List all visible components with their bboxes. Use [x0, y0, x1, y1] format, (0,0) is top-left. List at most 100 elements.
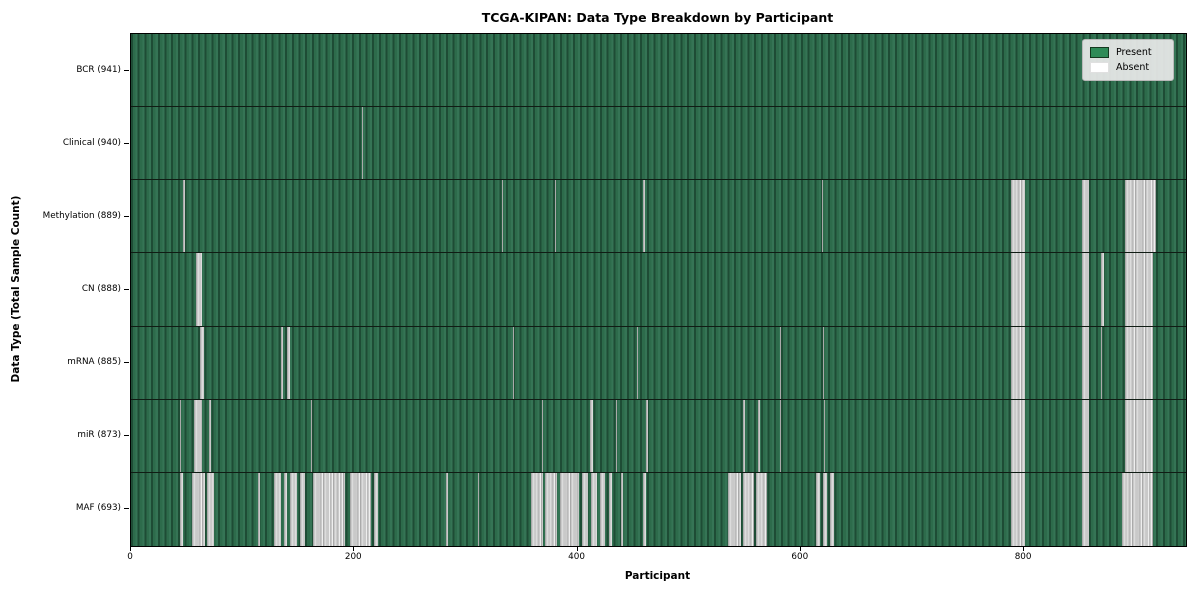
absent-stripe [1010, 399, 1026, 472]
absent-stripe [829, 472, 835, 546]
absent-stripe [728, 472, 741, 546]
y-tick-label-cn: CN (888) [81, 284, 121, 294]
absent-stripe [1082, 399, 1089, 472]
absent-stripe [823, 326, 825, 399]
absent-stripe [1082, 253, 1089, 326]
absent-stripe [183, 180, 185, 253]
absent-stripe [512, 326, 514, 399]
absent-stripe [742, 472, 754, 546]
absent-stripe [180, 472, 184, 546]
heatmap-row-cn [131, 253, 1186, 327]
absent-stripe [312, 472, 346, 546]
x-tick-mark [130, 546, 131, 551]
present-swatch-icon [1090, 47, 1109, 58]
heatmap-row-maf [131, 472, 1186, 546]
legend: Present Absent [1082, 39, 1174, 81]
x-tick-mark [799, 546, 801, 551]
absent-stripe [180, 399, 182, 472]
absent-stripe [1122, 472, 1153, 546]
legend-label-absent: Absent [1116, 62, 1150, 73]
absent-stripe [209, 399, 212, 472]
chart-title: TCGA-KIPAN: Data Type Breakdown by Parti… [481, 10, 834, 25]
y-tick-mark [124, 435, 129, 437]
absent-stripe [742, 399, 745, 472]
absent-stripe [283, 472, 288, 546]
absent-stripe [200, 326, 204, 399]
absent-stripe [590, 472, 597, 546]
absent-stripe [758, 399, 760, 472]
heatmap-row-mir [131, 399, 1186, 473]
y-tick-mark [124, 215, 129, 217]
absent-stripe [636, 326, 638, 399]
y-tick-label-methylation: Methylation (889) [42, 210, 121, 221]
absent-stripe [1010, 253, 1026, 326]
absent-stripe [645, 399, 648, 472]
y-tick-label-mrna: mRNA (885) [67, 357, 121, 368]
absent-stripe [349, 472, 372, 546]
y-tick-label-mir: miR (873) [77, 430, 121, 441]
absent-stripe [1101, 253, 1105, 326]
absent-stripe [589, 399, 594, 472]
absent-stripe [362, 107, 364, 180]
absent-stripe [299, 472, 306, 546]
absent-stripe [1082, 180, 1089, 253]
absent-stripe [756, 472, 768, 546]
x-tick-label-0: 0 [127, 552, 133, 562]
absent-stripe [258, 472, 261, 546]
absent-stripe [445, 472, 449, 546]
legend-item-present: Present [1090, 45, 1166, 60]
absent-stripe [643, 472, 646, 546]
plot-area [130, 33, 1187, 547]
absent-stripe [1124, 253, 1153, 326]
absent-stripe [195, 253, 203, 326]
absent-stripe [823, 472, 827, 546]
y-tick-mark [124, 362, 129, 364]
heatmap-row-clinical [131, 107, 1186, 181]
absent-stripe [287, 326, 290, 399]
y-tick-mark [124, 508, 129, 510]
x-tick-label-200: 200 [344, 552, 362, 562]
absent-stripe [779, 326, 781, 399]
legend-label-present: Present [1116, 47, 1152, 58]
absent-stripe [822, 180, 824, 253]
absent-stripe [559, 472, 579, 546]
heatmap-row-methylation [131, 180, 1186, 254]
heatmap-row-bcr [131, 34, 1186, 108]
absent-stripe [289, 472, 298, 546]
absent-stripe [1082, 472, 1089, 546]
y-tick-label-maf: MAF (693) [75, 503, 121, 514]
absent-stripe [816, 472, 820, 546]
absent-stripe [1124, 399, 1153, 472]
absent-stripe [1101, 326, 1103, 399]
absent-stripe [501, 180, 503, 253]
absent-stripe [1124, 180, 1156, 253]
x-axis-title: Participant [624, 570, 691, 582]
absent-stripe [643, 180, 645, 253]
y-tick-mark [124, 69, 129, 71]
absent-stripe [206, 472, 214, 546]
absent-swatch-icon [1090, 62, 1109, 73]
x-tick-mark [576, 546, 578, 551]
absent-stripe [582, 472, 588, 546]
absent-stripe [280, 326, 283, 399]
heatmap-row-mrna [131, 326, 1186, 400]
absent-stripe [1124, 326, 1153, 399]
absent-stripe [621, 472, 624, 546]
y-tick-label-clinical: Clinical (940) [62, 137, 121, 148]
absent-stripe [779, 399, 781, 472]
y-tick-mark [124, 142, 129, 144]
absent-stripe [310, 399, 312, 472]
absent-stripe [1010, 180, 1026, 253]
absent-stripe [530, 472, 543, 546]
absent-stripe [1010, 472, 1026, 546]
x-tick-label-800: 800 [1014, 552, 1032, 562]
absent-stripe [824, 399, 826, 472]
x-tick-mark [353, 546, 355, 551]
absent-stripe [1010, 326, 1026, 399]
x-tick-label-400: 400 [568, 552, 585, 562]
absent-stripe [192, 472, 205, 546]
absent-stripe [615, 399, 617, 472]
legend-item-absent: Absent [1090, 60, 1166, 75]
absent-stripe [608, 472, 613, 546]
